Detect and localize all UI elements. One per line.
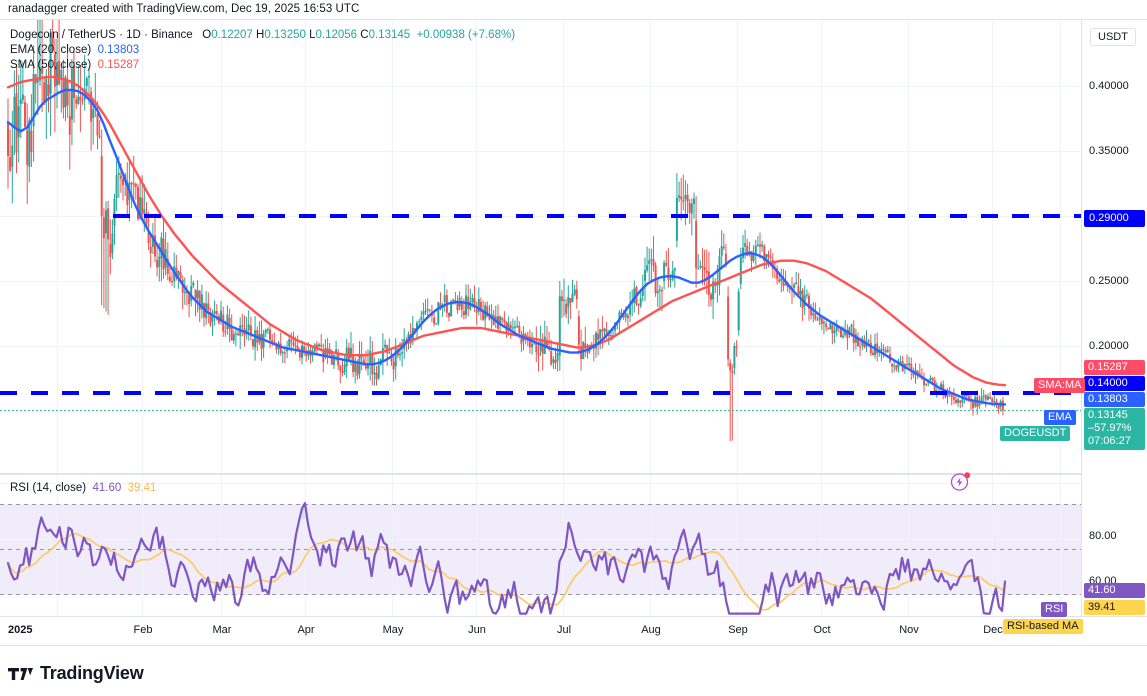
credit-line: ranadagger created with TradingView.com,… bbox=[8, 3, 360, 15]
sma-ma-tag[interactable]: SMA:MA bbox=[1034, 378, 1086, 393]
brand: TradingView bbox=[8, 663, 144, 684]
chart-frame: USDT 0.40000 0.35000 0.30000 0.25000 0.2… bbox=[0, 19, 1147, 646]
rsi-pane[interactable] bbox=[0, 474, 1081, 618]
time-label-jun: Jun bbox=[468, 624, 486, 636]
last-price-value: 0.13145 bbox=[1088, 409, 1128, 421]
rsi-line bbox=[6, 502, 1007, 615]
rsi-tick-0: 80.00 bbox=[1089, 530, 1117, 542]
vertical-gridlines bbox=[57, 20, 1061, 473]
time-label-2025: 2025 bbox=[8, 624, 33, 636]
last-price-tag[interactable]: DOGEUSDT bbox=[1000, 426, 1071, 441]
rsi-plot bbox=[0, 475, 1081, 618]
price-tick-1: 0.35000 bbox=[1089, 145, 1129, 157]
time-label-nov: Nov bbox=[899, 624, 919, 636]
time-label-feb: Feb bbox=[133, 624, 153, 636]
price-badge-sma-ma[interactable]: 0.15287 bbox=[1084, 360, 1145, 375]
ema-tag[interactable]: EMA bbox=[1044, 410, 1076, 425]
price-badge-level-029[interactable]: 0.29000 bbox=[1084, 210, 1145, 227]
tradingview-logo-icon bbox=[8, 667, 33, 680]
last-price-countdown: 07:06:27 bbox=[1088, 435, 1131, 447]
price-tick-0: 0.40000 bbox=[1089, 80, 1129, 92]
time-label-oct: Oct bbox=[813, 624, 831, 636]
rsi-ma-badge-value[interactable]: 39.41 bbox=[1084, 600, 1145, 615]
price-axis[interactable]: USDT 0.40000 0.35000 0.30000 0.25000 0.2… bbox=[1081, 20, 1147, 645]
time-label-jul: Jul bbox=[556, 624, 572, 636]
time-label-mar: Mar bbox=[212, 624, 232, 636]
ema-line bbox=[6, 88, 1007, 406]
rsi-badge-value[interactable]: 41.60 bbox=[1084, 583, 1145, 598]
rsi-band-fill bbox=[0, 504, 1081, 595]
brand-name: TradingView bbox=[40, 663, 144, 683]
candlestick-series bbox=[7, 20, 1004, 442]
time-label-may: May bbox=[382, 624, 404, 636]
price-tick-3: 0.25000 bbox=[1089, 275, 1129, 287]
sma-line bbox=[6, 75, 1007, 387]
price-axis-unit: USDT bbox=[1090, 28, 1136, 46]
price-tick-4: 0.20000 bbox=[1089, 340, 1129, 352]
price-badge-level-014[interactable]: 0.14000 bbox=[1084, 376, 1145, 391]
time-label-aug: Aug bbox=[641, 624, 661, 636]
time-label-sep: Sep bbox=[728, 624, 748, 636]
pane-separator[interactable] bbox=[0, 473, 1081, 474]
time-label-dec: Dec bbox=[983, 624, 1003, 636]
price-badge-ema[interactable]: 0.13803 bbox=[1084, 392, 1145, 407]
time-axis[interactable]: 2025 Feb Mar Apr May Jun Jul Aug Sep Oct… bbox=[0, 616, 1147, 645]
rsi-ma-tag[interactable]: RSI-based MA bbox=[1003, 619, 1083, 634]
price-badge-last[interactable]: 0.13145 –57.97% 07:06:27 bbox=[1084, 408, 1145, 450]
time-label-apr: Apr bbox=[297, 624, 315, 636]
price-pane[interactable] bbox=[0, 20, 1081, 473]
last-price-change: –57.97% bbox=[1088, 422, 1132, 434]
rsi-horizontal-gridlines bbox=[0, 483, 1081, 540]
price-plot bbox=[0, 20, 1081, 473]
lightning-bolt-icon[interactable] bbox=[950, 471, 971, 492]
rsi-tag[interactable]: RSI bbox=[1041, 602, 1068, 617]
